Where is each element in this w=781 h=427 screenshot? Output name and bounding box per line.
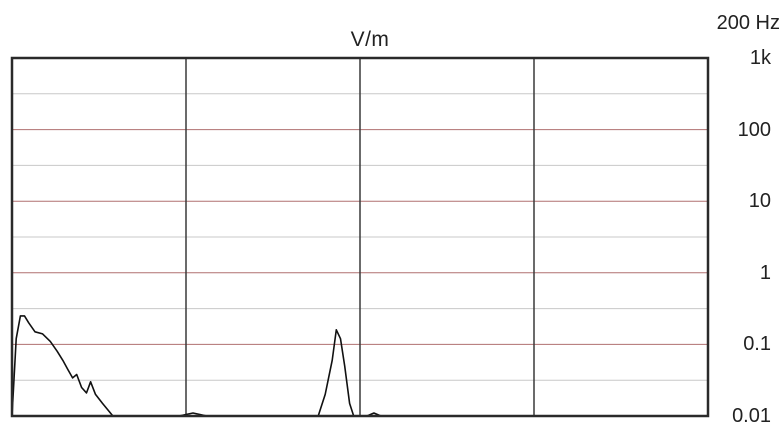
y-tick-label-1k: 1k xyxy=(749,47,771,69)
y-tick-label-1: 1 xyxy=(759,261,771,284)
frequency-label: 200 Hz xyxy=(716,12,780,34)
plot-frame xyxy=(10,56,710,418)
unit-label: V/m xyxy=(350,28,390,51)
y-tick-label-10: 10 xyxy=(748,190,771,213)
y-tick-label-100: 100 xyxy=(737,118,771,141)
y-tick-label-0-1: 0.1 xyxy=(743,333,771,356)
y-tick-label-0-01: 0.01 xyxy=(732,405,771,427)
